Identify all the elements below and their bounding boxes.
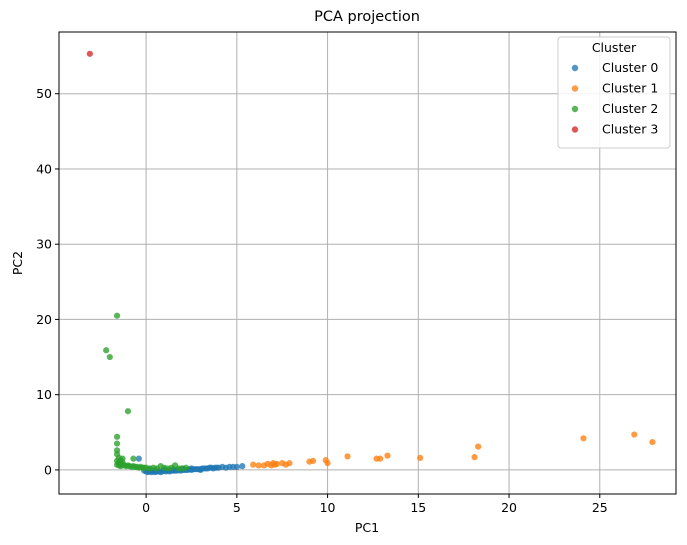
legend-label: Cluster 0: [602, 60, 658, 75]
data-point: [377, 455, 384, 462]
data-point: [113, 312, 121, 319]
data-point: [580, 435, 587, 442]
data-point: [119, 459, 126, 466]
x-tick-label: 15: [410, 500, 426, 515]
data-point: [197, 466, 204, 474]
data-point: [475, 443, 482, 450]
series-cluster-2: [103, 312, 190, 472]
data-point: [103, 347, 110, 354]
legend-label: Cluster 1: [602, 81, 658, 96]
plot-frame: [58, 31, 677, 495]
series-cluster-3: [86, 50, 93, 57]
data-point: [250, 461, 257, 468]
y-tick-label: 0: [44, 462, 52, 477]
y-tick-label: 20: [36, 312, 52, 327]
data-point: [113, 433, 121, 440]
data-point: [135, 455, 142, 462]
data-point: [417, 454, 424, 461]
x-tick-label: 10: [320, 500, 336, 515]
data-point: [471, 454, 478, 461]
data-point: [324, 460, 331, 467]
x-tick-label: 20: [501, 500, 517, 515]
legend-title: Cluster: [592, 40, 637, 55]
data-point: [188, 465, 195, 472]
data-point: [286, 460, 293, 467]
x-axis-label: PC1: [355, 520, 379, 535]
legend-marker: [571, 126, 579, 133]
data-point: [384, 452, 391, 459]
legend-box: [557, 36, 671, 149]
data-point: [273, 460, 280, 468]
y-tick-label: 50: [36, 86, 52, 101]
x-tick-label: 25: [592, 500, 608, 515]
y-tick-label: 40: [36, 161, 52, 176]
data-point: [649, 438, 656, 446]
x-tick-label: 5: [233, 500, 241, 515]
y-axis-label: PC2: [10, 251, 25, 275]
data-point: [124, 408, 132, 415]
axis-ticks: 0 5 10 15 20 25 0 10 20 30 40 50: [36, 86, 608, 515]
legend-marker: [571, 105, 579, 113]
legend-marker: [571, 64, 579, 72]
data-point: [130, 455, 137, 462]
data-point: [239, 463, 246, 470]
legend-marker: [571, 85, 579, 92]
chart-title: PCA projection: [314, 9, 420, 25]
data-point: [182, 464, 190, 471]
legend-label: Cluster 2: [602, 101, 658, 116]
data-point: [631, 431, 638, 438]
data-point: [86, 50, 93, 57]
data-point: [255, 462, 262, 469]
data-point: [106, 353, 113, 361]
y-tick-label: 30: [36, 237, 52, 252]
series-cluster-1: [250, 431, 656, 469]
y-tick-label: 10: [36, 387, 52, 402]
data-point: [309, 457, 317, 464]
scatter-points: [86, 50, 656, 476]
data-point: [233, 463, 240, 471]
data-point: [344, 453, 351, 460]
legend-items: Cluster 0 Cluster 1 Cluster 2 Cluster 3: [571, 60, 658, 137]
data-point: [113, 440, 121, 447]
legend-label: Cluster 3: [602, 122, 658, 137]
x-tick-label: 0: [142, 500, 150, 515]
